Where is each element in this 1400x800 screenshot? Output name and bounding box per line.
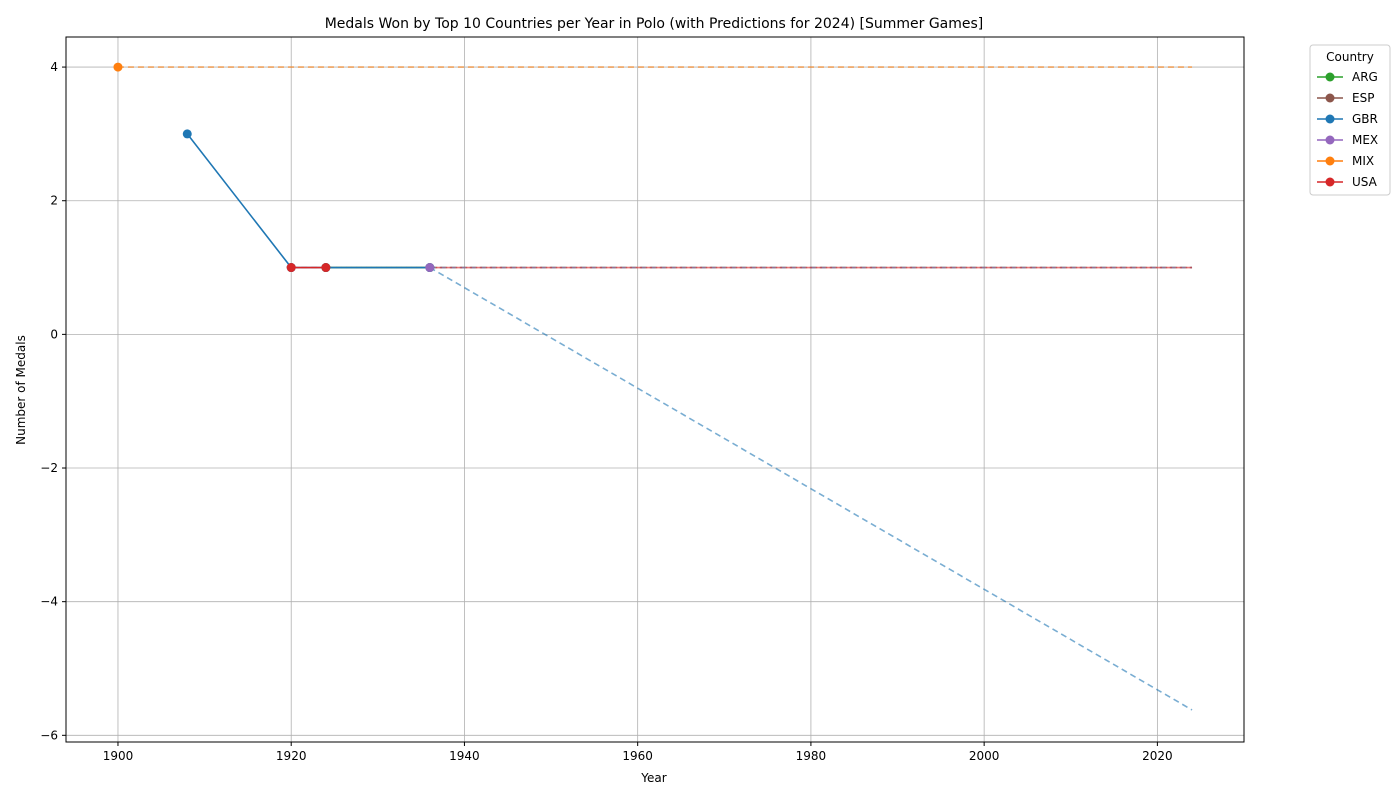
legend-label-mex: MEX bbox=[1352, 133, 1378, 147]
series-lines bbox=[113, 62, 435, 273]
legend-marker-arg bbox=[1325, 72, 1335, 82]
y-tick-label: 2 bbox=[50, 194, 58, 208]
data-point-mex bbox=[425, 263, 435, 273]
x-tick-label: 1940 bbox=[449, 749, 480, 763]
legend-label-gbr: GBR bbox=[1352, 112, 1378, 126]
legend: Country ARG ESP GBR MEX MIX USA bbox=[1309, 44, 1391, 196]
legend-marker-esp bbox=[1325, 93, 1335, 103]
legend-label-mix: MIX bbox=[1352, 154, 1374, 168]
legend-box bbox=[1309, 44, 1391, 196]
data-point-usa bbox=[286, 263, 296, 273]
y-axis-label: Number of Medals bbox=[14, 335, 28, 445]
y-tick-label: 0 bbox=[50, 327, 58, 341]
y-tick-label: 4 bbox=[50, 60, 58, 74]
legend-marker-gbr bbox=[1325, 114, 1335, 124]
y-tick-label: −6 bbox=[40, 728, 58, 742]
x-axis-ticks: 1900 1920 1940 1960 1980 2000 2020 bbox=[103, 742, 1173, 763]
x-tick-label: 2000 bbox=[969, 749, 1000, 763]
grid bbox=[66, 37, 1244, 742]
legend-label-arg: ARG bbox=[1352, 70, 1378, 84]
x-tick-label: 1980 bbox=[796, 749, 827, 763]
legend-label-usa: USA bbox=[1352, 175, 1378, 189]
legend-marker-mix bbox=[1325, 156, 1335, 166]
x-axis-label: Year bbox=[640, 771, 666, 785]
x-tick-label: 1960 bbox=[622, 749, 653, 763]
data-point-gbr bbox=[182, 129, 192, 139]
y-tick-label: −4 bbox=[40, 595, 58, 609]
y-axis-ticks: −6 −4 −2 0 2 4 bbox=[40, 60, 66, 742]
prediction-lines bbox=[117, 66, 1193, 711]
data-point-usa bbox=[321, 263, 331, 273]
legend-title: Country bbox=[1326, 50, 1374, 64]
chart-title: Medals Won by Top 10 Countries per Year … bbox=[325, 16, 984, 32]
plot-frame bbox=[65, 36, 1245, 743]
legend-label-esp: ESP bbox=[1352, 91, 1374, 105]
data-point-mix bbox=[113, 62, 123, 72]
legend-marker-usa bbox=[1325, 177, 1335, 187]
x-tick-label: 2020 bbox=[1142, 749, 1173, 763]
prediction-line-gbr bbox=[429, 266, 1193, 711]
legend-entries: ARG ESP GBR MEX MIX USA bbox=[1317, 70, 1378, 189]
y-tick-label: −2 bbox=[40, 461, 58, 475]
x-tick-label: 1920 bbox=[276, 749, 307, 763]
x-tick-label: 1900 bbox=[103, 749, 134, 763]
legend-marker-mex bbox=[1325, 135, 1335, 145]
